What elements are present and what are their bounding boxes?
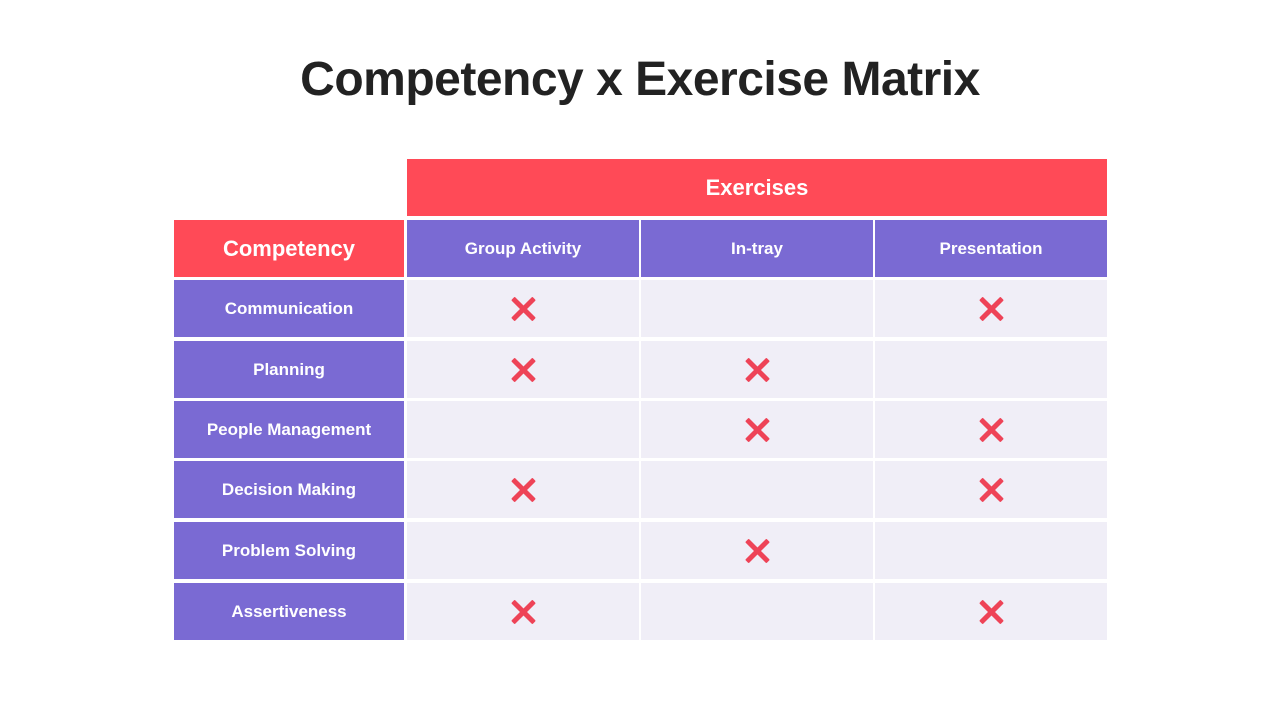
matrix-cell-problem-solving-presentation xyxy=(875,522,1107,579)
matrix-cell-planning-presentation xyxy=(875,341,1107,398)
matrix-cell-assertiveness-group-activity xyxy=(407,583,639,640)
matrix-cell-assertiveness-in-tray xyxy=(641,583,873,640)
matrix-cell-decision-making-group-activity xyxy=(407,461,639,518)
competency-header: Competency xyxy=(174,220,404,277)
matrix-cell-communication-in-tray xyxy=(641,280,873,337)
cross-mark-icon xyxy=(744,357,770,383)
column-header-group-activity: Group Activity xyxy=(407,220,639,277)
cross-mark-icon xyxy=(978,599,1004,625)
matrix-cell-people-management-group-activity xyxy=(407,401,639,458)
matrix-cell-decision-making-in-tray xyxy=(641,461,873,518)
page-title: Competency x Exercise Matrix xyxy=(300,53,980,106)
matrix-cell-decision-making-presentation xyxy=(875,461,1107,518)
matrix-cell-people-management-presentation xyxy=(875,401,1107,458)
matrix-cell-communication-group-activity xyxy=(407,280,639,337)
row-label-problem-solving: Problem Solving xyxy=(174,522,404,579)
matrix-cell-assertiveness-presentation xyxy=(875,583,1107,640)
cross-mark-icon xyxy=(510,599,536,625)
cross-mark-icon xyxy=(978,477,1004,503)
cross-mark-icon xyxy=(978,296,1004,322)
cross-mark-icon xyxy=(978,417,1004,443)
cross-mark-icon xyxy=(510,296,536,322)
column-header-presentation: Presentation xyxy=(875,220,1107,277)
matrix-cell-communication-presentation xyxy=(875,280,1107,337)
row-label-assertiveness: Assertiveness xyxy=(174,583,404,640)
cross-mark-icon xyxy=(744,417,770,443)
row-label-communication: Communication xyxy=(174,280,404,337)
matrix-cell-planning-in-tray xyxy=(641,341,873,398)
matrix-cell-problem-solving-group-activity xyxy=(407,522,639,579)
cross-mark-icon xyxy=(744,538,770,564)
row-label-people-management: People Management xyxy=(174,401,404,458)
cross-mark-icon xyxy=(510,357,536,383)
column-header-in-tray: In-tray xyxy=(641,220,873,277)
matrix-cell-planning-group-activity xyxy=(407,341,639,398)
row-label-decision-making: Decision Making xyxy=(174,461,404,518)
matrix-cell-problem-solving-in-tray xyxy=(641,522,873,579)
cross-mark-icon xyxy=(510,477,536,503)
row-label-planning: Planning xyxy=(174,341,404,398)
exercises-header: Exercises xyxy=(407,159,1107,216)
matrix-cell-people-management-in-tray xyxy=(641,401,873,458)
